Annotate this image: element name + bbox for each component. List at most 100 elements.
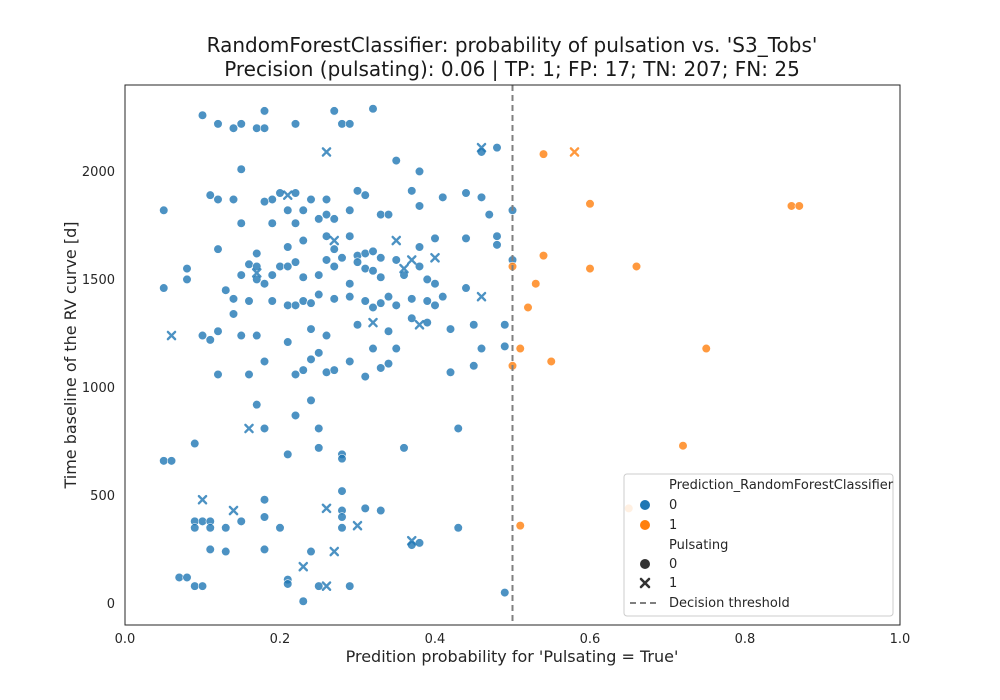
- data-point-x-marker: [298, 561, 309, 572]
- data-point-circle: [267, 194, 277, 205]
- data-point-circle: [414, 166, 425, 176]
- data-point-circle: [329, 106, 339, 116]
- data-point-circle: [236, 330, 246, 341]
- data-point-circle: [469, 361, 479, 371]
- data-point-circle: [283, 205, 293, 215]
- data-point-circle: [236, 270, 246, 280]
- data-point-circle: [321, 255, 332, 265]
- data-point-circle: [283, 579, 293, 589]
- legend-box: [623, 473, 894, 617]
- data-point-circle: [383, 359, 394, 369]
- data-point-circle: [352, 320, 363, 330]
- data-point-circle: [314, 348, 324, 358]
- legend-label-pulsating-0: 0: [669, 557, 677, 572]
- data-point-circle: [337, 523, 347, 533]
- data-point-circle: [244, 259, 254, 269]
- data-point-circle: [407, 294, 417, 304]
- data-point-circle: [236, 218, 246, 228]
- y-tick-label: 1000: [82, 381, 115, 396]
- data-point-circle: [368, 104, 378, 114]
- chart-subtitle: Precision (pulsating): 0.06 | TP: 1; FP:…: [224, 57, 800, 81]
- data-point-x-marker: [244, 423, 254, 434]
- data-point-circle: [453, 423, 463, 434]
- data-point-circle: [259, 123, 270, 133]
- data-point-circle: [445, 367, 456, 377]
- data-point-circle: [469, 320, 479, 330]
- data-point-circle: [306, 324, 316, 334]
- data-point-circle: [221, 523, 231, 533]
- data-point-circle: [376, 505, 386, 516]
- data-point-circle: [259, 279, 270, 289]
- data-point-x-marker: [406, 535, 417, 546]
- data-point-circle: [360, 296, 370, 306]
- data-point-circle: [182, 274, 192, 285]
- data-point-circle: [345, 279, 355, 289]
- data-point-circle: [492, 143, 502, 153]
- data-point-circle: [352, 186, 363, 196]
- data-point-circle: [391, 343, 401, 354]
- data-point-x-marker: [406, 255, 417, 265]
- data-point-circle: [345, 356, 355, 367]
- data-point-circle: [453, 523, 463, 533]
- data-point-circle: [283, 261, 293, 272]
- data-point-circle: [205, 190, 215, 200]
- data-point-circle: [298, 235, 308, 246]
- data-point-circle: [213, 119, 223, 129]
- legend-marker-prediction-1: [640, 520, 650, 530]
- data-point-circle: [197, 581, 208, 591]
- data-point-circle: [314, 423, 324, 434]
- data-point-circle: [283, 300, 293, 310]
- data-point-circle: [259, 356, 270, 367]
- data-point-circle: [445, 324, 456, 334]
- data-point-circle: [422, 318, 432, 328]
- data-point-circle: [337, 486, 347, 496]
- data-point-circle: [337, 512, 347, 522]
- data-point-circle: [407, 313, 417, 323]
- x-tick-label: 0.6: [580, 632, 601, 647]
- data-point-circle: [236, 119, 246, 129]
- data-point-circle: [345, 205, 355, 215]
- data-point-circle: [376, 363, 386, 373]
- x-tick-label: 1.0: [890, 632, 911, 647]
- legend-style-title: Pulsating: [669, 538, 728, 553]
- data-point-circle: [182, 264, 192, 274]
- data-point-circle: [414, 242, 425, 252]
- y-axis-label: Time baseline of the RV curve [d]: [61, 221, 80, 489]
- data-point-circle: [236, 164, 246, 174]
- data-point-circle: [345, 231, 355, 241]
- data-point-circle: [515, 343, 525, 354]
- data-point-x-marker: [321, 503, 332, 514]
- data-point-circle: [476, 192, 487, 202]
- data-point-x-marker: [166, 330, 177, 341]
- data-point-circle: [360, 248, 370, 259]
- x-axis-ticks: 0.0 0.2 0.4 0.6 0.8 1.0: [115, 632, 911, 647]
- data-point-circle: [213, 244, 223, 254]
- data-point-circle: [329, 365, 339, 375]
- data-point-circle: [283, 449, 293, 459]
- data-point-circle: [228, 309, 239, 319]
- y-tick-label: 0: [107, 597, 115, 612]
- data-point-circle: [376, 298, 386, 308]
- data-point-x-marker: [282, 190, 293, 200]
- data-point-circle: [314, 289, 324, 300]
- data-point-x-marker: [251, 268, 262, 278]
- data-point-circle: [197, 516, 208, 526]
- data-point-circle: [275, 261, 285, 272]
- chart-title: RandomForestClassifier: probability of p…: [207, 33, 818, 57]
- data-point-circle: [360, 264, 370, 274]
- data-point-circle: [283, 242, 293, 252]
- legend-hue-title: Prediction_RandomForestClassifier: [669, 478, 894, 493]
- data-point-circle: [585, 264, 595, 274]
- data-point-x-marker: [399, 263, 409, 274]
- legend-label-threshold: Decision threshold: [669, 596, 790, 611]
- data-point-circle: [484, 210, 494, 220]
- data-point-circle: [430, 233, 440, 243]
- data-point-circle: [244, 296, 254, 306]
- data-point-circle: [368, 302, 378, 313]
- legend-marker-prediction-0: [640, 500, 650, 510]
- x-tick-label: 0.4: [425, 632, 446, 647]
- data-point-x-marker: [321, 581, 332, 591]
- data-point-circle: [794, 201, 804, 211]
- data-point-circle: [430, 300, 440, 310]
